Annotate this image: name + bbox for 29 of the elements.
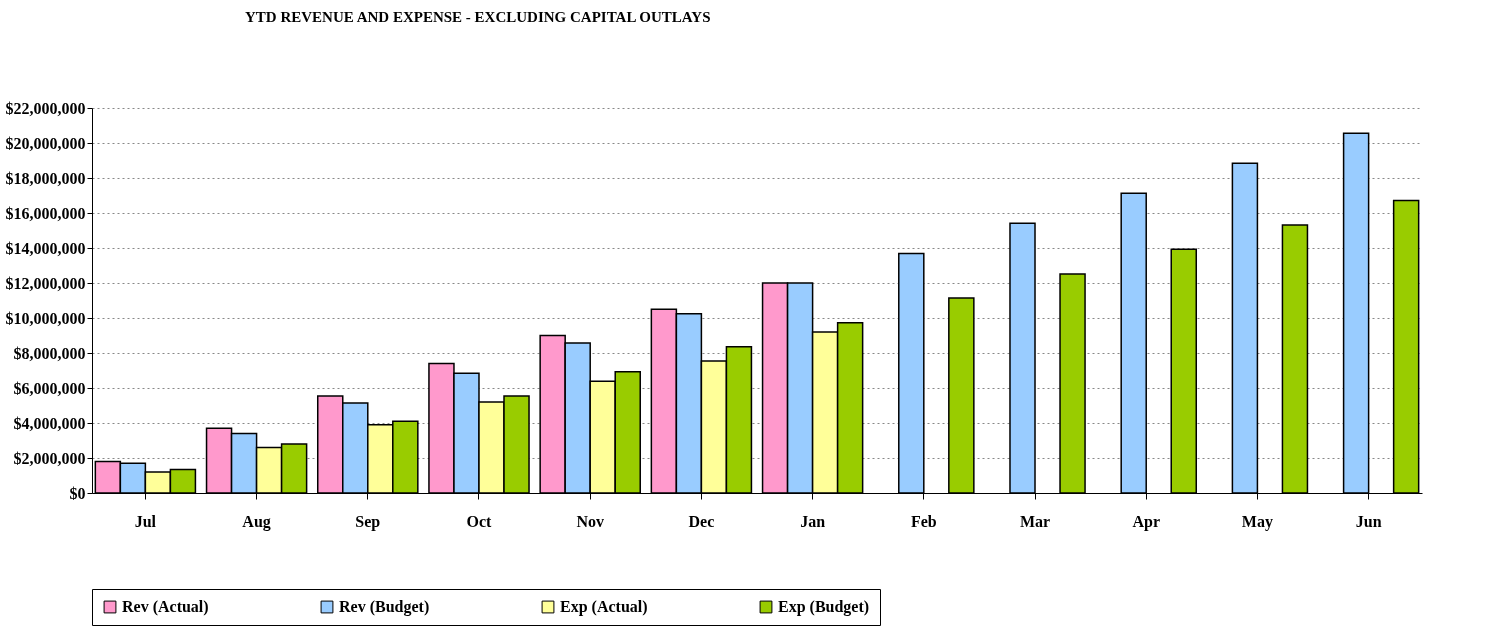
x-tick-label: Oct bbox=[466, 512, 493, 530]
y-tick-label: $16,000,000 bbox=[5, 204, 86, 222]
y-tick-label: $2,000,000 bbox=[13, 449, 86, 467]
x-tick-label: Dec bbox=[688, 512, 715, 530]
x-tick-label: Mar bbox=[1019, 512, 1051, 530]
x-tick-label: Aug bbox=[242, 512, 271, 531]
legend-label: Rev (Actual) bbox=[122, 598, 209, 616]
y-tick-label: $4,000,000 bbox=[13, 414, 86, 432]
y-tick-label: $18,000,000 bbox=[5, 169, 86, 187]
x-tick-label: Feb bbox=[910, 512, 937, 530]
y-tick-label: $6,000,000 bbox=[13, 379, 86, 397]
x-tick-label: Apr bbox=[1132, 512, 1160, 531]
y-tick-label: $22,000,000 bbox=[5, 99, 86, 117]
chart-title: YTD REVENUE AND EXPENSE - EXCLUDING CAPITAL OUTLAYS bbox=[245, 9, 711, 25]
y-tick-label: $0 bbox=[69, 484, 86, 502]
x-tick-label: Jun bbox=[1355, 512, 1382, 530]
x-tick-label: Jan bbox=[800, 512, 826, 530]
legend-label: Exp (Budget) bbox=[778, 598, 870, 616]
y-tick-label: $8,000,000 bbox=[13, 344, 86, 362]
legend-label: Exp (Actual) bbox=[560, 598, 648, 616]
x-tick-label: Nov bbox=[576, 512, 604, 530]
x-tick-label: May bbox=[1241, 512, 1273, 531]
y-tick-label: $20,000,000 bbox=[5, 134, 86, 152]
x-tick-label: Jul bbox=[134, 512, 157, 530]
y-tick-label: $10,000,000 bbox=[5, 309, 86, 327]
legend-label: Rev (Budget) bbox=[339, 598, 430, 616]
y-tick-label: $12,000,000 bbox=[5, 274, 86, 292]
x-tick-label: Sep bbox=[355, 512, 381, 531]
y-tick-label: $14,000,000 bbox=[5, 239, 86, 257]
